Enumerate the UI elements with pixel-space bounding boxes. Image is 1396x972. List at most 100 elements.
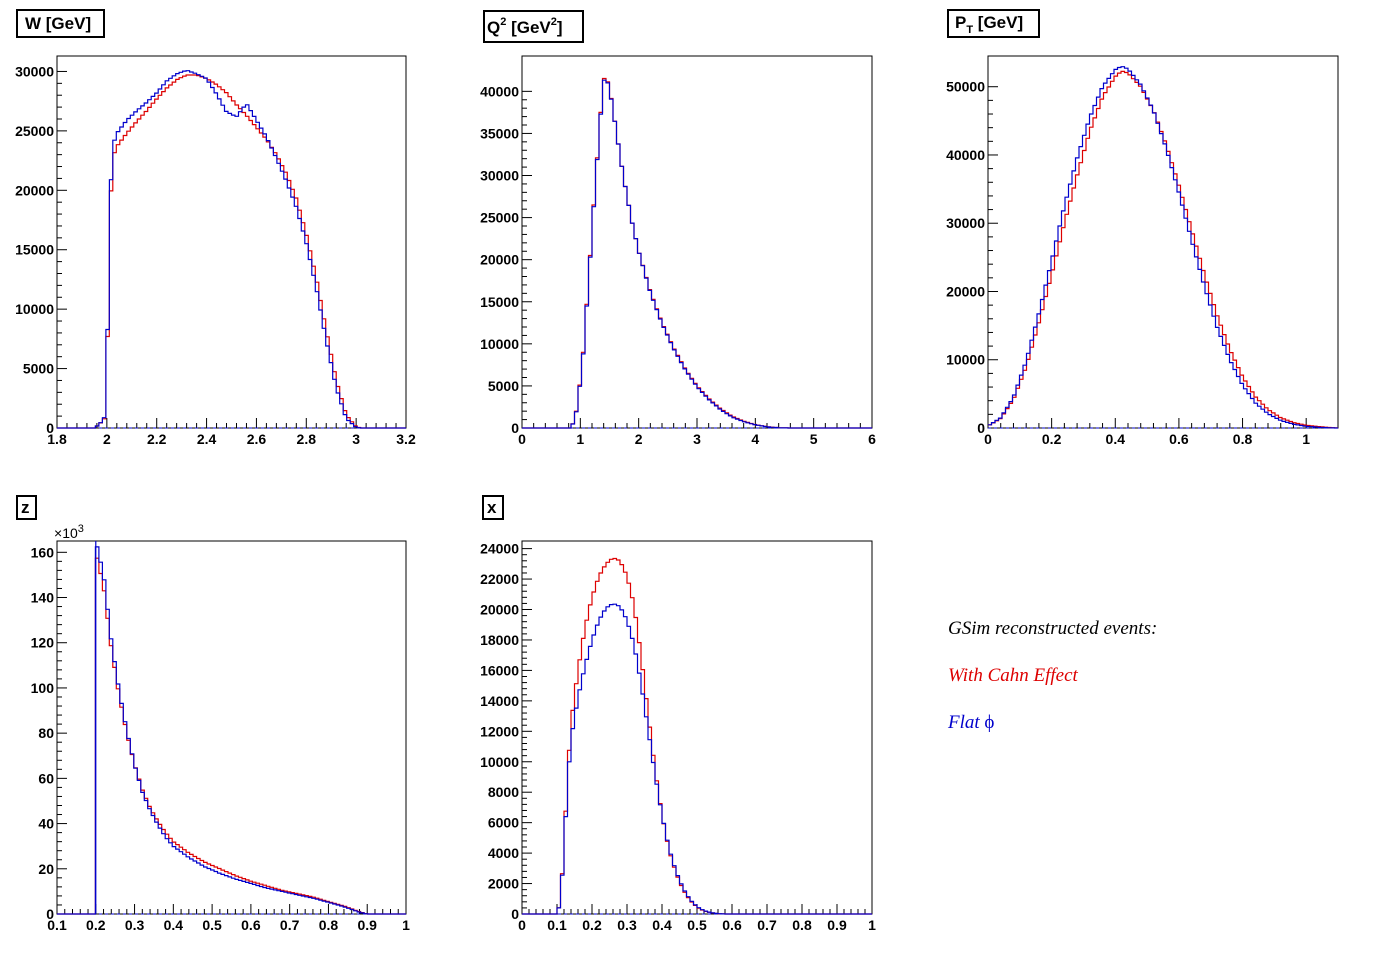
y-tick-label: 0 xyxy=(511,906,519,922)
y-tick-label: 5000 xyxy=(23,361,54,377)
y-tick-label: 15000 xyxy=(480,294,519,310)
x-tick-label: 1 xyxy=(1302,431,1310,447)
y-tick-label: 20000 xyxy=(480,252,519,268)
y-tick-label: 6000 xyxy=(488,815,519,831)
y-tick-label: 10000 xyxy=(480,754,519,770)
x-tick-label: 2.4 xyxy=(197,431,217,447)
panel-x: 0 0.1 0.2 0.3 0.4 0.5 0.6 0.7 0.8 0.9 1 0 2000 4000 60… xyxy=(480,540,876,933)
z-exponent-label: ×103 xyxy=(54,523,84,541)
y-tick-label: 15000 xyxy=(15,242,54,258)
panel-w: 1.8 2 2.2 2.4 2.6 2.8 3 3.2 0 5000 10000 15000 20000… xyxy=(15,55,416,447)
title-q2: Q2 [GeV2] xyxy=(483,10,584,43)
x-tick-label: 0 xyxy=(518,917,526,933)
y-tick-label: 0 xyxy=(46,906,54,922)
panel-z: 0.1 0.2 0.3 0.4 0.5 0.6 0.7 0.8 0.9 1 0 20 40 60 80 100… xyxy=(31,540,410,933)
x-tick-label: 5 xyxy=(810,431,818,447)
y-tick-label: 25000 xyxy=(480,210,519,226)
x-tick-label: 0.9 xyxy=(827,917,847,933)
y-tick-label: 0 xyxy=(46,420,54,436)
y-tick-label: 20000 xyxy=(15,182,54,198)
x-tick-label: 1.8 xyxy=(47,431,67,447)
x-tick-label: 0.8 xyxy=(1233,431,1253,447)
x-tick-label: 0.4 xyxy=(652,917,672,933)
x-tick-label: 2.8 xyxy=(297,431,317,447)
x-tick-label: 0.6 xyxy=(1169,431,1189,447)
y-tick-label: 50000 xyxy=(946,79,985,95)
title-x-text: x xyxy=(487,498,497,517)
title-pt: PT [GeV] xyxy=(947,9,1040,38)
y-tick-label: 4000 xyxy=(488,845,519,861)
y-tick-label: 10000 xyxy=(480,336,519,352)
x-tick-label: 0.2 xyxy=(86,917,106,933)
y-tick-label: 20000 xyxy=(480,602,519,618)
y-tick-label: 0 xyxy=(511,420,519,436)
y-tick-label: 160 xyxy=(31,544,55,560)
w-plot-frame xyxy=(56,55,407,429)
x-tick-label: 0.9 xyxy=(357,917,377,933)
y-tick-label: 5000 xyxy=(488,378,519,394)
x-tick-label: 3.2 xyxy=(396,431,416,447)
x-tick-label: 0.5 xyxy=(202,917,222,933)
panel-pt: 0 0.2 0.4 0.6 0.8 1 0 10000 20000 30000 40000 50000 xyxy=(946,55,1339,447)
x-tick-label: 0.2 xyxy=(1042,431,1062,447)
y-tick-label: 20000 xyxy=(946,283,985,299)
x-tick-label: 1 xyxy=(402,917,410,933)
title-z: z xyxy=(16,495,37,520)
x-tick-label: 0 xyxy=(518,431,526,447)
y-tick-label: 8000 xyxy=(488,784,519,800)
series-flat-phi xyxy=(522,603,872,915)
title-pt-text: PT [GeV] xyxy=(955,13,1023,36)
z-exponent-base: 10 xyxy=(62,525,78,541)
title-w: W [GeV] xyxy=(16,9,105,38)
x-tick-label: 1 xyxy=(576,431,584,447)
x-tick-label: 0.7 xyxy=(280,917,300,933)
y-tick-label: 20 xyxy=(38,861,54,877)
x-tick-label: 0.8 xyxy=(792,917,812,933)
y-tick-label: 16000 xyxy=(480,662,519,678)
x-tick-label: 2.6 xyxy=(247,431,267,447)
y-tick-label: 40000 xyxy=(946,147,985,163)
y-tick-label: 2000 xyxy=(488,876,519,892)
title-z-text: z xyxy=(21,498,30,517)
y-tick-label: 30000 xyxy=(15,63,54,79)
x-tick-label: 2.2 xyxy=(147,431,167,447)
y-tick-label: 22000 xyxy=(480,571,519,587)
legend-with-cahn: With Cahn Effect xyxy=(948,665,1079,686)
x-tick-label: 3 xyxy=(352,431,360,447)
x-tick-label: 2 xyxy=(635,431,643,447)
pt-plot-frame xyxy=(987,55,1339,429)
x-tick-label: 0.3 xyxy=(617,917,637,933)
title-w-text: W [GeV] xyxy=(25,14,91,33)
x-tick-label: 1 xyxy=(868,917,876,933)
y-tick-label: 60 xyxy=(38,770,54,786)
z-exponent-power: 3 xyxy=(78,523,84,535)
legend-phi-symbol: ϕ xyxy=(984,712,994,733)
x-tick-label: 3 xyxy=(693,431,701,447)
y-tick-label: 30000 xyxy=(480,168,519,184)
x-tick-label: 0.8 xyxy=(319,917,339,933)
y-tick-label: 40 xyxy=(38,816,54,832)
legend-heading: GSim reconstructed events: xyxy=(948,618,1157,639)
x-plot-frame xyxy=(521,540,873,915)
legend: GSim reconstructed events: With Cahn Eff… xyxy=(947,618,1157,733)
title-q2-text: Q2 [GeV2] xyxy=(487,16,563,37)
y-tick-label: 0 xyxy=(977,420,985,436)
legend-flat-phi-label: Flat xyxy=(947,712,984,733)
x-tick-label: 0.6 xyxy=(722,917,742,933)
y-tick-label: 30000 xyxy=(946,215,985,231)
series-flat-phi xyxy=(988,66,1338,429)
series-flat-phi xyxy=(57,70,406,429)
x-tick-label: 0.1 xyxy=(547,917,567,933)
y-tick-label: 140 xyxy=(31,590,55,606)
x-tick-label: 2 xyxy=(103,431,111,447)
x-tick-label: 6 xyxy=(868,431,876,447)
y-tick-label: 35000 xyxy=(480,125,519,141)
x-tick-label: 0 xyxy=(984,431,992,447)
series-flat-phi xyxy=(522,79,872,429)
title-x: x xyxy=(482,495,504,520)
y-tick-label: 40000 xyxy=(480,83,519,99)
y-tick-label: 10000 xyxy=(946,352,985,368)
series-flat-phi xyxy=(57,546,406,915)
x-tick-label: 0.6 xyxy=(241,917,261,933)
